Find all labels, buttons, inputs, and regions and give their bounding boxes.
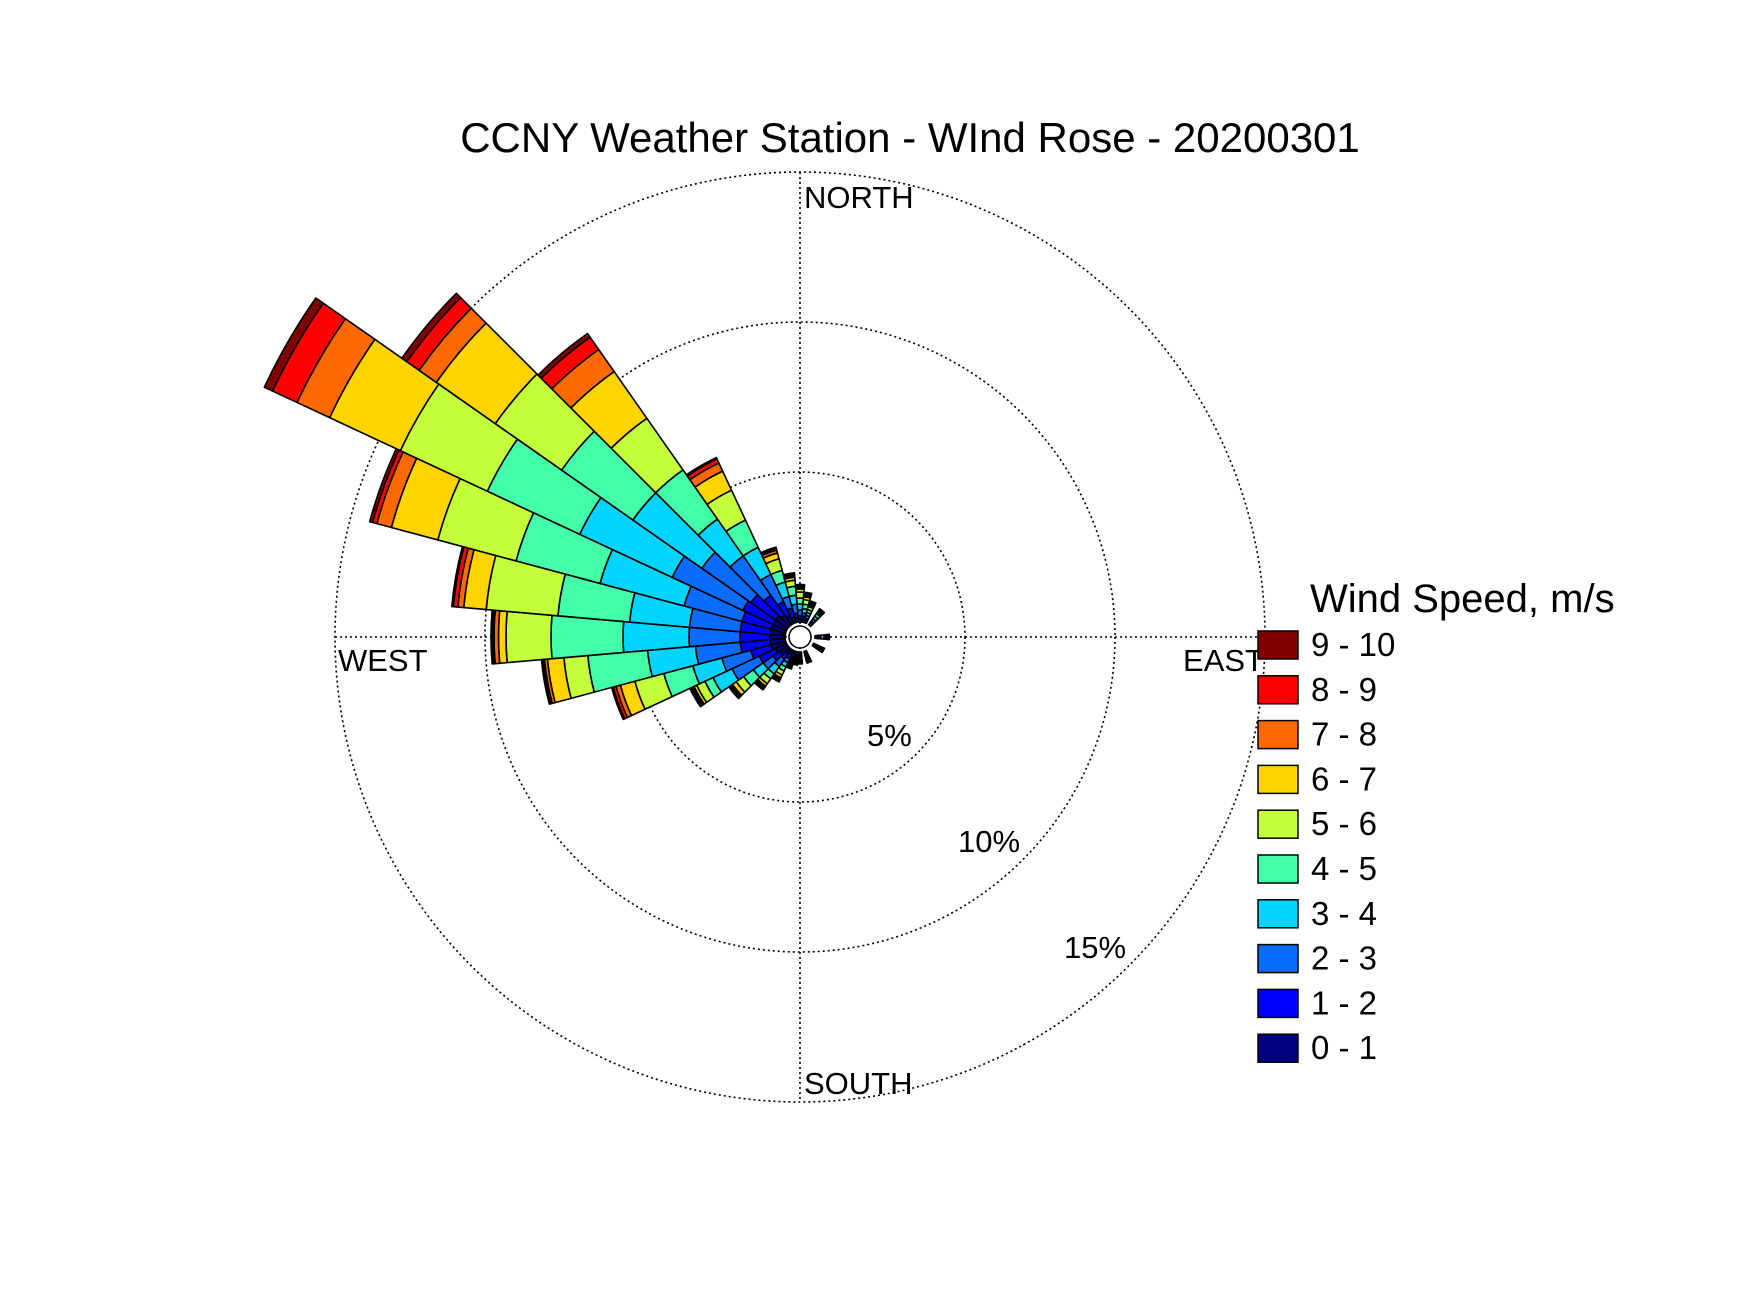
label-north: NORTH [804,180,914,215]
legend-label: 8 - 9 [1311,671,1377,708]
legend-swatch [1257,943,1299,974]
legend-swatch [1257,719,1299,750]
legend-label: 0 - 1 [1311,1029,1377,1066]
legend-swatch [1257,630,1299,660]
legend-swatch [1257,809,1299,839]
legend-label: 6 - 7 [1311,760,1377,797]
calm-center [788,625,812,649]
legend-label: 7 - 8 [1311,716,1377,753]
sector-330-bin-9 [685,456,718,477]
sector-300-bin-9 [263,297,325,392]
legend-label: 3 - 4 [1311,895,1377,932]
sector-40-bin-9 [818,607,826,615]
sector-90-bin-9 [827,633,831,641]
legend-swatch [1257,675,1299,705]
legend-label: 2 - 3 [1311,940,1377,977]
label-south: SOUTH [804,1066,913,1101]
sector-10-bin-9 [802,591,813,596]
sector-190-bin-9 [791,662,799,666]
legend-label: 1 - 2 [1311,984,1377,1021]
legend: Wind Speed, m/s 9 - 10 8 - 9 7 - 8 6 - 7 5 -… [1257,577,1615,1066]
label-east: EAST [1183,643,1264,678]
ring-label-10: 10% [958,824,1020,859]
legend-label: 9 - 10 [1311,626,1395,663]
legend-label: 5 - 6 [1311,805,1377,842]
ring-label-5: 5% [867,718,912,753]
sector-270-bin-4 [550,614,625,660]
wind-sectors [263,292,831,721]
legend-swatch [1257,1033,1299,1063]
chart-title: CCNY Weather Station - WInd Rose - 20200… [460,114,1360,161]
ring-label-15: 15% [1064,930,1126,965]
sector-160-bin-9 [806,660,813,664]
sector-270-bin-5 [505,610,553,664]
legend-label: 4 - 5 [1311,850,1377,887]
sector-320-bin-9 [537,332,591,379]
sector-20-bin-9 [808,599,817,606]
sector-0-bin-9 [794,583,806,587]
sector-350-bin-9 [782,571,796,577]
legend-swatch [1257,899,1299,929]
sector-270-bin-9 [490,609,495,665]
legend-swatch [1257,854,1299,884]
sector-310-bin-9 [401,292,462,363]
legend-swatch [1257,988,1299,1019]
legend-title: Wind Speed, m/s [1310,577,1615,621]
label-west: WEST [338,643,428,678]
sector-340-bin-9 [759,546,778,555]
legend-swatch [1257,764,1299,795]
sector-120-bin-9 [820,647,826,654]
